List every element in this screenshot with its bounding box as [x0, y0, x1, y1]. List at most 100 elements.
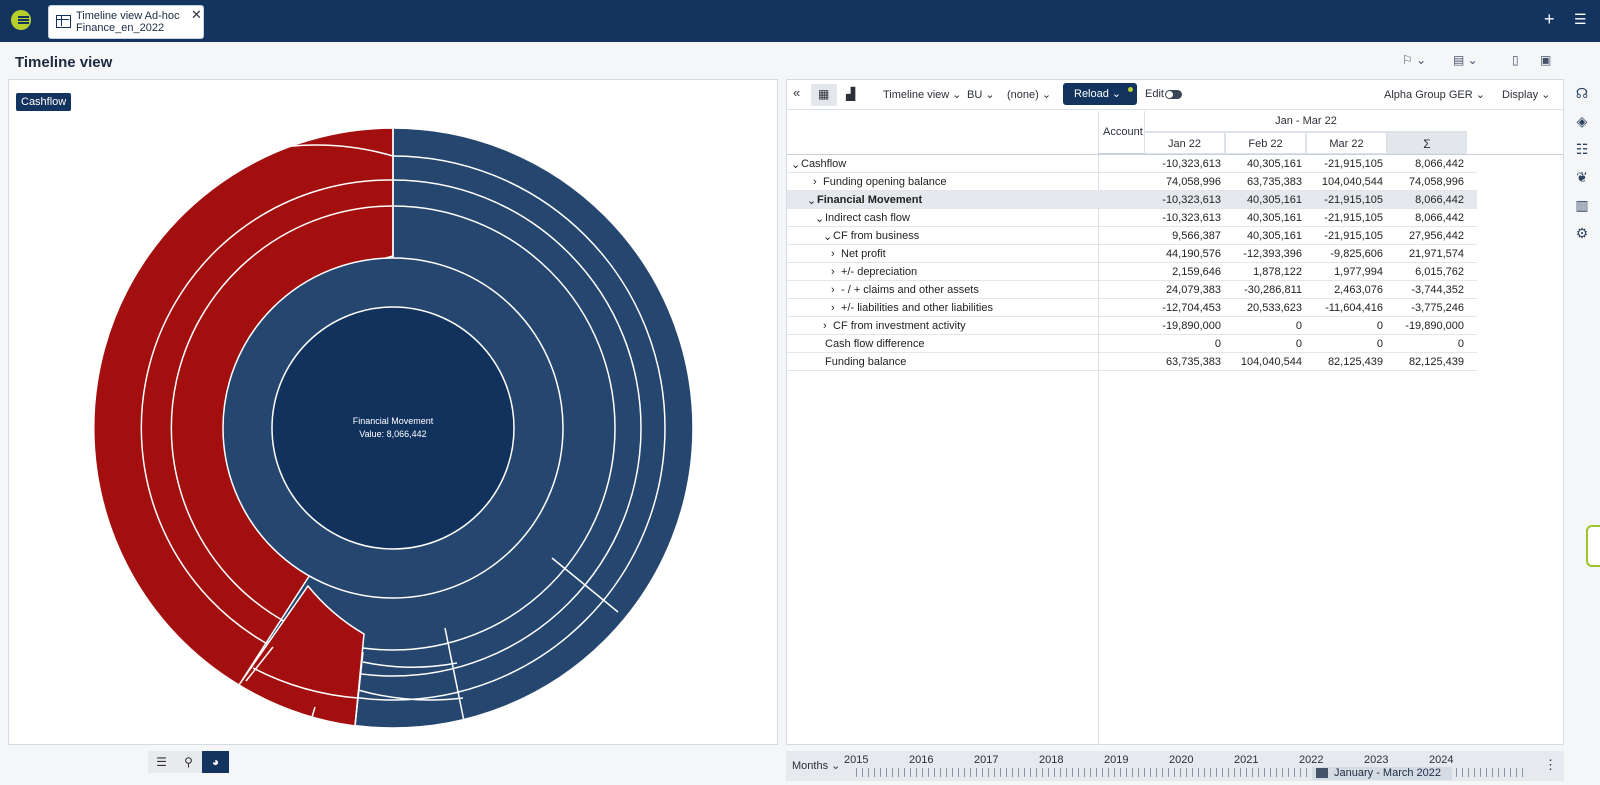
- company-select[interactable]: Alpha Group GER ⌄: [1384, 89, 1485, 101]
- cell-value[interactable]: 8,066,442: [1415, 194, 1464, 206]
- list-icon[interactable]: ☷: [1575, 141, 1589, 157]
- cell-value[interactable]: 40,305,161: [1246, 212, 1302, 224]
- cell-value[interactable]: 0: [1295, 338, 1302, 350]
- cell-value[interactable]: 8,066,442: [1415, 212, 1464, 224]
- cell-value[interactable]: 40,305,161: [1246, 194, 1302, 206]
- timeline-year[interactable]: 2017: [974, 754, 999, 766]
- chart-view-button[interactable]: ▟: [846, 87, 856, 101]
- cell-value[interactable]: -21,915,105: [1324, 212, 1383, 224]
- expand-icon[interactable]: ›: [813, 176, 817, 188]
- table-row[interactable]: Funding balance 63,735,383 104,040,544 82,1…: [787, 353, 1477, 371]
- cell-value[interactable]: 2,463,076: [1334, 284, 1383, 296]
- collapse-icon[interactable]: ⌄: [823, 231, 833, 243]
- help-icon[interactable]: ☊: [1575, 85, 1589, 101]
- table-row[interactable]: › - / + claims and other assets 24,079,383…: [787, 281, 1477, 299]
- timeline-year[interactable]: 2021: [1234, 754, 1259, 766]
- col-jan[interactable]: Jan 22: [1144, 132, 1225, 154]
- table-row[interactable]: ⌄ CF from business 9,566,387 40,305,161 -21,…: [787, 227, 1477, 245]
- cell-value[interactable]: 24,079,383: [1165, 284, 1221, 296]
- expand-icon[interactable]: ›: [823, 320, 827, 332]
- cell-value[interactable]: 104,040,544: [1321, 176, 1383, 188]
- cell-value[interactable]: 27,956,442: [1408, 230, 1464, 242]
- cell-value[interactable]: -30,286,811: [1244, 284, 1302, 296]
- collapse-icon[interactable]: «: [793, 85, 801, 100]
- col-feb[interactable]: Feb 22: [1225, 132, 1306, 154]
- cell-value[interactable]: -12,704,453: [1162, 302, 1221, 314]
- cell-value[interactable]: 63,735,383: [1246, 176, 1302, 188]
- cell-value[interactable]: -21,915,105: [1324, 158, 1383, 170]
- table-row[interactable]: › +/- liabilities and other liabilities -1…: [787, 299, 1477, 317]
- cell-value[interactable]: -10,323,613: [1162, 158, 1221, 170]
- col-mar[interactable]: Mar 22: [1306, 132, 1387, 154]
- app-logo-icon[interactable]: [11, 10, 31, 30]
- table-row[interactable]: › Net profit 44,190,576 -12,393,396 -9,825,6…: [787, 245, 1477, 263]
- cell-value[interactable]: 40,305,161: [1246, 158, 1302, 170]
- sunburst-view-icon[interactable]: ◕: [202, 751, 229, 773]
- cell-value[interactable]: -10,323,613: [1162, 212, 1221, 224]
- cell-value[interactable]: 0: [1376, 320, 1383, 332]
- timeline-year[interactable]: 2020: [1169, 754, 1194, 766]
- cell-value[interactable]: -21,915,105: [1324, 194, 1383, 206]
- cell-value[interactable]: -19,890,000: [1405, 320, 1464, 332]
- cell-value[interactable]: -12,393,396: [1243, 248, 1302, 260]
- cell-value[interactable]: 20,533,623: [1246, 302, 1302, 314]
- cell-value[interactable]: 74,058,996: [1165, 176, 1221, 188]
- flag-icon[interactable]: ⚐ ⌄: [1402, 53, 1427, 67]
- table-row[interactable]: › +/- depreciation 2,159,646 1,878,122 1,977…: [787, 263, 1477, 281]
- timeline-year[interactable]: 2024: [1429, 754, 1454, 766]
- save-icon[interactable]: ▣: [1540, 53, 1552, 67]
- timeline-year[interactable]: 2023: [1364, 754, 1389, 766]
- timeline-year[interactable]: 2018: [1039, 754, 1064, 766]
- cashflow-badge[interactable]: Cashflow: [16, 93, 72, 111]
- cell-value[interactable]: -11,604,416: [1325, 302, 1383, 314]
- book-icon[interactable]: ▥: [1575, 197, 1589, 213]
- cell-value[interactable]: -19,890,000: [1162, 320, 1221, 332]
- unit-select[interactable]: Months ⌄: [792, 760, 841, 772]
- cell-value[interactable]: -21,915,105: [1324, 230, 1383, 242]
- timeline-ticks[interactable]: [856, 768, 1526, 777]
- cell-value[interactable]: 44,190,576: [1165, 248, 1221, 260]
- close-tab-icon[interactable]: ✕: [191, 7, 202, 22]
- timeline-year[interactable]: 2019: [1104, 754, 1129, 766]
- cell-value[interactable]: -10,323,613: [1162, 194, 1221, 206]
- edit-toggle[interactable]: [1165, 90, 1182, 99]
- cell-value[interactable]: 1,977,994: [1334, 266, 1383, 278]
- table-row[interactable]: ⌄ Cashflow -10,323,613 40,305,161 -21,915,10…: [787, 155, 1477, 173]
- timeline-year[interactable]: 2022: [1299, 754, 1324, 766]
- sunburst-chart[interactable]: Financial Movement Value: 8,066,442: [39, 127, 694, 729]
- expand-icon[interactable]: ›: [831, 302, 835, 314]
- assistant-tab[interactable]: [1586, 525, 1600, 567]
- list-view-icon[interactable]: ☰: [156, 755, 167, 769]
- timeline-year[interactable]: 2016: [909, 754, 934, 766]
- add-tab-icon[interactable]: +: [1544, 9, 1555, 29]
- cell-value[interactable]: 6,015,762: [1415, 266, 1464, 278]
- document-icon[interactable]: ▯: [1512, 53, 1519, 67]
- cell-value[interactable]: 0: [1376, 338, 1383, 350]
- expand-icon[interactable]: ›: [831, 248, 835, 260]
- cell-value[interactable]: 74,058,996: [1408, 176, 1464, 188]
- menu-icon[interactable]: ☰: [1574, 11, 1587, 27]
- cell-value[interactable]: 21,971,574: [1408, 248, 1464, 260]
- col-sum[interactable]: Σ: [1387, 132, 1467, 154]
- view-select[interactable]: Timeline view ⌄: [883, 89, 962, 101]
- expand-icon[interactable]: ›: [831, 266, 835, 278]
- layers-icon[interactable]: ◈: [1576, 113, 1588, 129]
- collapse-icon[interactable]: ⌄: [807, 195, 817, 207]
- cell-value[interactable]: 82,125,439: [1408, 356, 1464, 368]
- timeline-year[interactable]: 2015: [844, 754, 869, 766]
- table-view-button[interactable]: ▦: [811, 84, 837, 106]
- none-select[interactable]: (none) ⌄: [1007, 89, 1052, 101]
- cell-value[interactable]: 8,066,442: [1415, 158, 1464, 170]
- cell-value[interactable]: 9,566,387: [1172, 230, 1221, 242]
- table-row[interactable]: ⌄ Indirect cash flow -10,323,613 40,305,161…: [787, 209, 1477, 227]
- cell-value[interactable]: -3,775,246: [1411, 302, 1464, 314]
- cell-value[interactable]: 40,305,161: [1246, 230, 1302, 242]
- cell-value[interactable]: 82,125,439: [1327, 356, 1383, 368]
- settings-icon[interactable]: ⚙: [1575, 225, 1589, 241]
- collapse-icon[interactable]: ⌄: [791, 159, 801, 171]
- cell-value[interactable]: 104,040,544: [1240, 356, 1302, 368]
- table-row[interactable]: Cash flow difference 0 0 0 0: [787, 335, 1477, 353]
- export-icon[interactable]: ▤ ⌄: [1453, 53, 1478, 67]
- cell-value[interactable]: -9,825,606: [1330, 248, 1383, 260]
- bu-select[interactable]: BU ⌄: [967, 89, 995, 101]
